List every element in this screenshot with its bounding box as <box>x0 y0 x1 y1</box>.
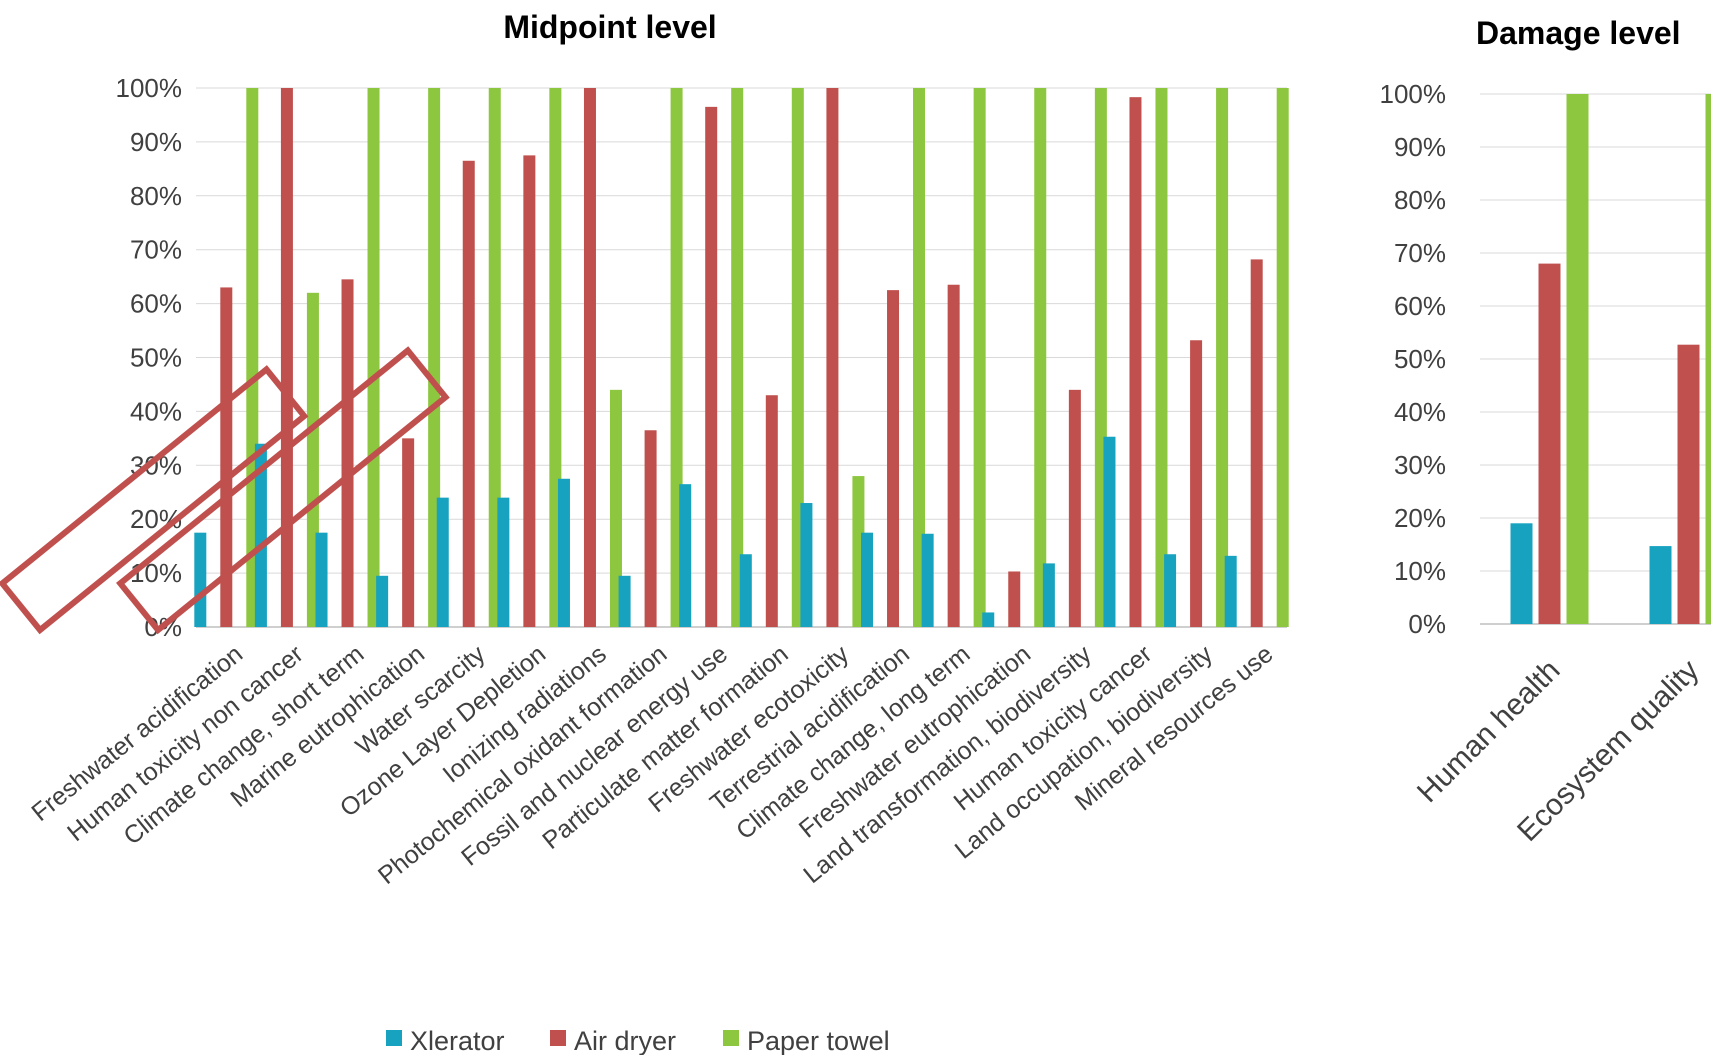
midpoint-bar-xlerator-climate-change-long-term <box>921 533 934 627</box>
midpoint-bar-paper-towel-ionizing-radiations <box>609 389 622 627</box>
midpoint-bar-air-dryer-climate-change-long-term <box>947 284 960 627</box>
legend-label-air-dryer: Air dryer <box>574 1026 676 1055</box>
midpoint-bar-xlerator-ozone-layer-depletion <box>497 497 510 627</box>
midpoint-bar-air-dryer-particulate-matter-formation <box>765 395 778 627</box>
midpoint-y-tick-label: 60% <box>130 289 182 319</box>
legend-swatch-paper-towel <box>723 1030 739 1046</box>
damage-y-tick-label: 10% <box>1394 556 1446 586</box>
damage-bar-air-dryer-human-health <box>1538 263 1561 624</box>
midpoint-bar-xlerator-freshwater-eutrophication <box>982 612 995 627</box>
midpoint-bar-xlerator-particulate-matter-formation <box>739 554 752 627</box>
midpoint-chart: Midpoint level 0%10%20%30%40%50%60%70%80… <box>0 9 1289 1055</box>
midpoint-bar-air-dryer-land-transformation-biodiversity <box>1068 389 1081 627</box>
midpoint-bar-air-dryer-water-scarcity <box>462 160 475 627</box>
midpoint-bar-paper-towel-mineral-resources-use <box>1276 88 1289 627</box>
midpoint-bar-xlerator-freshwater-ecotoxicity <box>800 503 813 627</box>
midpoint-bar-air-dryer-mineral-resources-use <box>1250 259 1263 627</box>
midpoint-bar-air-dryer-photochemical-oxidant-formation <box>644 430 657 627</box>
damage-bar-xlerator-human-health <box>1510 523 1533 624</box>
midpoint-chart-title: Midpoint level <box>503 9 716 45</box>
damage-y-tick-label: 20% <box>1394 503 1446 533</box>
midpoint-y-tick-label: 100% <box>116 73 183 103</box>
midpoint-bar-air-dryer-ionizing-radiations <box>583 88 596 627</box>
damage-bar-paper-towel-ecosystem-quality <box>1705 94 1711 624</box>
damage-y-tick-label: 40% <box>1394 397 1446 427</box>
midpoint-bar-air-dryer-climate-change-short-term <box>341 279 354 627</box>
midpoint-bar-xlerator-human-toxicity-non-cancer <box>254 443 267 627</box>
midpoint-bar-paper-towel-fossil-and-nuclear-energy-use <box>731 88 744 627</box>
midpoint-bar-paper-towel-land-occupation-biodiversity <box>1216 88 1229 627</box>
damage-bar-air-dryer-ecosystem-quality <box>1677 344 1700 624</box>
highlight-boxes <box>0 346 450 635</box>
midpoint-x-label-human-toxicity-non-cancer: Human toxicity non cancer <box>62 640 309 847</box>
legend-swatch-xlerator <box>386 1030 402 1046</box>
damage-y-tick-label: 0% <box>1408 609 1446 639</box>
midpoint-bar-air-dryer-freshwater-ecotoxicity <box>826 88 839 627</box>
highlight-box-water-scarcity <box>116 346 450 635</box>
damage-y-tick-label: 70% <box>1394 238 1446 268</box>
legend: Xlerator Air dryer Paper towel <box>386 1026 890 1055</box>
damage-bar-xlerator-ecosystem-quality <box>1649 546 1672 624</box>
legend-swatch-air-dryer <box>550 1030 566 1046</box>
damage-bars <box>1510 94 1711 624</box>
damage-y-tick-label: 90% <box>1394 132 1446 162</box>
damage-chart-title: Damage level <box>1476 15 1681 51</box>
midpoint-bar-xlerator-ionizing-radiations <box>557 478 570 627</box>
midpoint-y-tick-label: 80% <box>130 181 182 211</box>
damage-chart: Damage level 0% 10% 20% 30% 40% 50% 60% 70% 80% 9… <box>1380 15 1711 848</box>
midpoint-bar-paper-towel-climate-change-short-term <box>367 88 380 627</box>
midpoint-y-tick-label: 10% <box>130 558 182 588</box>
midpoint-bar-air-dryer-fossil-and-nuclear-energy-use <box>705 106 718 628</box>
damage-y-ticks: 0% 10% 20% 30% 40% 50% 60% 70% 80% 90% 100% <box>1380 79 1447 639</box>
midpoint-bar-xlerator-marine-eutrophication <box>376 575 389 627</box>
midpoint-bar-xlerator-land-occupation-biodiversity <box>1164 554 1177 627</box>
midpoint-bar-paper-towel-marine-eutrophication <box>428 88 441 627</box>
midpoint-bar-xlerator-climate-change-short-term <box>315 532 328 627</box>
damage-y-tick-label: 30% <box>1394 450 1446 480</box>
damage-bar-paper-towel-human-health <box>1566 94 1589 624</box>
midpoint-bar-xlerator-water-scarcity <box>436 497 449 627</box>
damage-y-tick-label: 80% <box>1394 185 1446 215</box>
midpoint-bar-air-dryer-human-toxicity-non-cancer <box>280 88 293 627</box>
midpoint-bar-paper-towel-particulate-matter-formation <box>791 88 804 627</box>
midpoint-bar-paper-towel-water-scarcity <box>488 88 501 627</box>
midpoint-bar-xlerator-terrestrial-acidification <box>861 532 874 627</box>
damage-y-tick-label: 60% <box>1394 291 1446 321</box>
midpoint-bar-air-dryer-freshwater-eutrophication <box>1008 571 1021 627</box>
midpoint-bar-air-dryer-marine-eutrophication <box>402 438 415 627</box>
midpoint-bar-xlerator-land-transformation-biodiversity <box>1042 563 1055 627</box>
midpoint-bar-air-dryer-ozone-layer-depletion <box>523 155 536 627</box>
midpoint-bar-xlerator-photochemical-oxidant-formation <box>618 575 631 627</box>
highlight-box-climate-change-short-term <box>0 365 309 635</box>
damage-x-label-human-health: Human health <box>1411 654 1566 809</box>
midpoint-bar-paper-towel-human-toxicity-cancer <box>1155 88 1168 627</box>
midpoint-bar-air-dryer-human-toxicity-cancer <box>1129 97 1142 627</box>
midpoint-y-tick-label: 90% <box>130 127 182 157</box>
midpoint-bar-xlerator-freshwater-acidification <box>194 532 207 627</box>
midpoint-y-tick-label: 40% <box>130 396 182 426</box>
damage-y-tick-label: 100% <box>1380 79 1447 109</box>
damage-y-tick-label: 50% <box>1394 344 1446 374</box>
legend-label-paper-towel: Paper towel <box>747 1026 890 1055</box>
midpoint-x-label-climate-change-short-term: Climate change, short term <box>118 640 369 851</box>
midpoint-bar-air-dryer-terrestrial-acidification <box>887 290 900 627</box>
midpoint-bars <box>194 88 1289 628</box>
midpoint-bar-paper-towel-climate-change-long-term <box>973 88 986 627</box>
midpoint-bar-xlerator-fossil-and-nuclear-energy-use <box>679 484 692 627</box>
midpoint-bar-xlerator-human-toxicity-cancer <box>1103 436 1116 627</box>
midpoint-bar-air-dryer-freshwater-acidification <box>220 287 233 627</box>
midpoint-bar-air-dryer-land-occupation-biodiversity <box>1190 340 1203 627</box>
midpoint-bar-paper-towel-terrestrial-acidification <box>913 88 926 627</box>
midpoint-bar-paper-towel-freshwater-eutrophication <box>1034 88 1047 627</box>
legend-label-xlerator: Xlerator <box>410 1026 505 1055</box>
midpoint-y-tick-label: 70% <box>130 235 182 265</box>
midpoint-y-tick-label: 50% <box>130 343 182 373</box>
midpoint-bar-paper-towel-freshwater-acidification <box>246 88 259 627</box>
midpoint-bar-xlerator-mineral-resources-use <box>1224 555 1237 627</box>
